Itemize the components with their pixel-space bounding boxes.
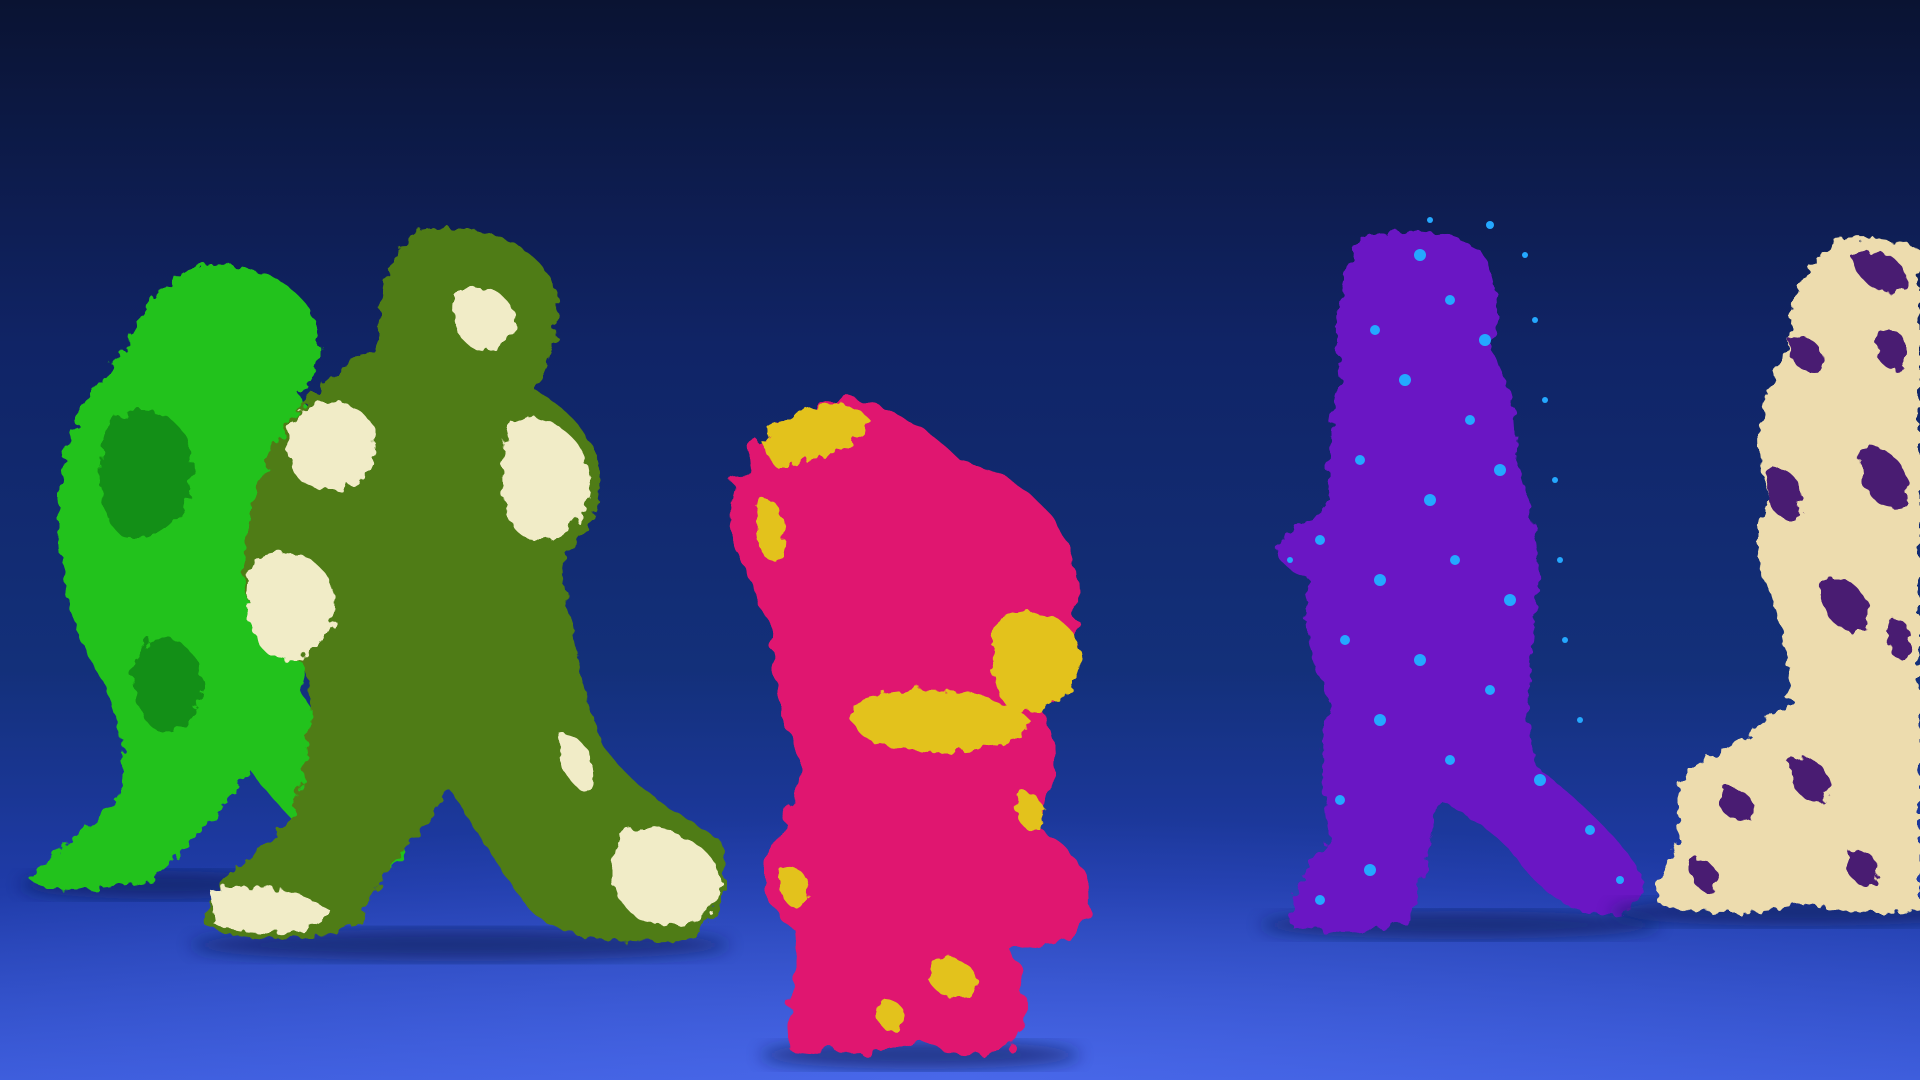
figure-body bbox=[1657, 238, 1920, 913]
figure-accent bbox=[210, 287, 721, 934]
figure-purple-petals bbox=[1260, 217, 1660, 939]
figure-body bbox=[1277, 231, 1643, 932]
figure-accent bbox=[756, 403, 1080, 1031]
figure-cream-marble bbox=[1610, 238, 1920, 926]
figure-magenta-fur bbox=[729, 400, 1088, 1069]
figure-accent bbox=[1287, 217, 1624, 905]
figure-accent bbox=[1689, 251, 1912, 891]
figure-accent bbox=[99, 410, 202, 732]
figure-olive-cream bbox=[190, 227, 730, 961]
